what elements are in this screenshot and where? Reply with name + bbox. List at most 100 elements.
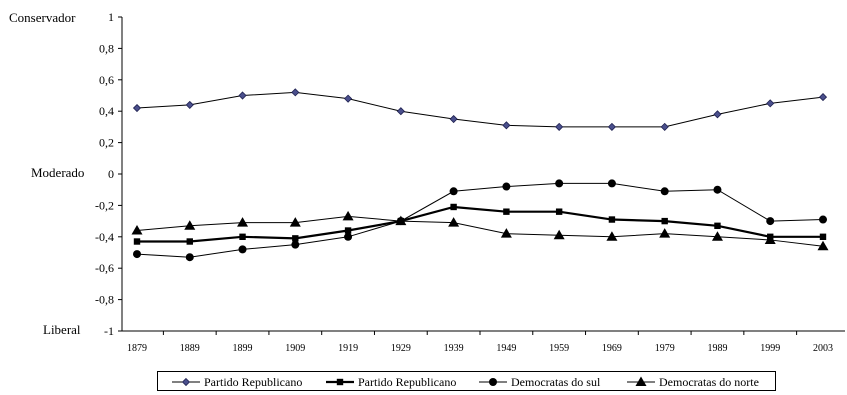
chart-series [131,88,829,262]
data-point-diamond [185,100,194,109]
data-point-square [714,222,721,230]
series-line [136,182,824,258]
data-point-square [292,235,299,242]
data-point-square [239,233,246,240]
y-tick-label: 0,6 [99,73,114,87]
data-point-circle [185,253,194,262]
legend-marker-triangle [635,376,647,386]
data-point-triangle [237,217,249,227]
data-point-circle [238,245,247,254]
data-point-diamond [502,121,511,130]
data-point-triangle [289,217,301,227]
data-point-triangle [342,210,354,221]
side-label-middle: Moderado [31,165,85,180]
data-point-diamond [238,91,247,100]
data-point-diamond [132,103,142,113]
y-tick-label: 0,4 [99,104,114,118]
x-tick-label: 1989 [707,343,727,354]
data-point-diamond [555,122,564,131]
data-point-square [555,208,563,215]
data-point-diamond [449,114,458,124]
legend-entry-2: Partido Republicano [326,375,456,389]
data-point-triangle [711,231,723,241]
x-tick-labels: 1879 1889 1899 1909 1919 1929 1939 1949 1959 1969… [127,343,833,354]
legend-entry-4: Democratas do norte [627,375,759,389]
x-tick-label: 1999 [760,343,780,354]
series-1 [132,88,828,131]
legend-entry-3: Democratas do sul [479,375,601,389]
data-point-diamond [818,93,828,102]
x-tick-label: 1969 [602,343,622,354]
data-point-triangle [184,220,196,230]
data-point-circle [819,215,827,224]
data-point-square [344,227,352,234]
x-tick-label: 1909 [285,343,305,354]
x-tick-label: 1889 [180,343,200,354]
data-point-square [661,217,668,225]
series-4 [131,210,829,251]
data-point-triangle [606,231,618,241]
x-tick-label: 1899 [233,343,253,354]
series-2 [133,203,827,245]
y-tick-label: -0,2 [95,198,114,212]
legend-label: Partido Republicano [358,375,456,389]
legend-label: Partido Republicano [204,375,302,389]
data-point-triangle [448,217,460,227]
data-point-diamond [344,94,353,103]
data-point-square [819,233,827,240]
y-tick-label: 0,2 [99,136,114,150]
x-tick-label: 1929 [391,343,411,354]
x-tick-label: 1919 [338,343,358,354]
x-tick-label: 1939 [444,343,464,354]
data-point-square [133,238,141,245]
data-point-circle [344,232,353,241]
y-tick-labels: 1 0,8 0,6 0,4 0,2 0 -0,2 -0,4 -0,6 -0,8 -1 [95,10,114,338]
chart-legend: Partido Republicano Partido Republicano De… [157,371,776,391]
data-point-circle [502,182,511,191]
data-point-diamond [713,110,722,119]
x-tick-label: 1879 [127,343,147,354]
data-point-triangle [659,228,671,238]
legend-marker-square [336,378,344,386]
data-point-square [450,203,457,211]
y-tick-label: 0 [108,167,114,181]
chart-axes [118,16,845,335]
data-point-triangle [500,228,512,238]
data-point-triangle [553,229,565,240]
data-point-triangle [764,234,776,244]
data-point-circle [766,217,775,226]
y-tick-label: -0,6 [95,261,114,275]
data-point-circle [607,179,616,188]
y-tick-label: -0,4 [95,230,114,244]
legend-label: Democratas do sul [511,375,601,389]
data-point-diamond [291,88,300,97]
series-3 [133,179,827,262]
data-point-circle [555,179,564,188]
data-point-diamond [660,122,669,131]
data-point-diamond [396,107,405,116]
data-point-triangle [395,215,407,226]
series-line [137,205,823,243]
data-point-triangle [817,240,829,251]
x-tick-label: 2003 [813,343,833,354]
side-label-bottom: Liberal [43,322,81,337]
legend-entry-1: Partido Republicano [172,375,302,389]
x-tick-label: 1959 [549,343,569,354]
legend-label: Democratas do norte [659,375,759,389]
series-line [136,215,824,247]
x-tick-label: 1949 [496,343,516,354]
data-point-triangle [131,225,143,235]
y-tick-label: -1 [104,324,114,338]
series-line [136,91,824,128]
x-tick-label: 1979 [655,343,675,354]
data-point-square [608,216,616,223]
data-point-square [186,238,193,245]
legend-marker-circle [489,378,497,386]
data-point-diamond [766,99,775,108]
data-point-circle [291,240,300,249]
data-point-circle [660,187,669,196]
data-point-square [503,208,510,215]
side-label-top: Conservador [9,10,76,25]
data-point-circle [133,250,141,259]
